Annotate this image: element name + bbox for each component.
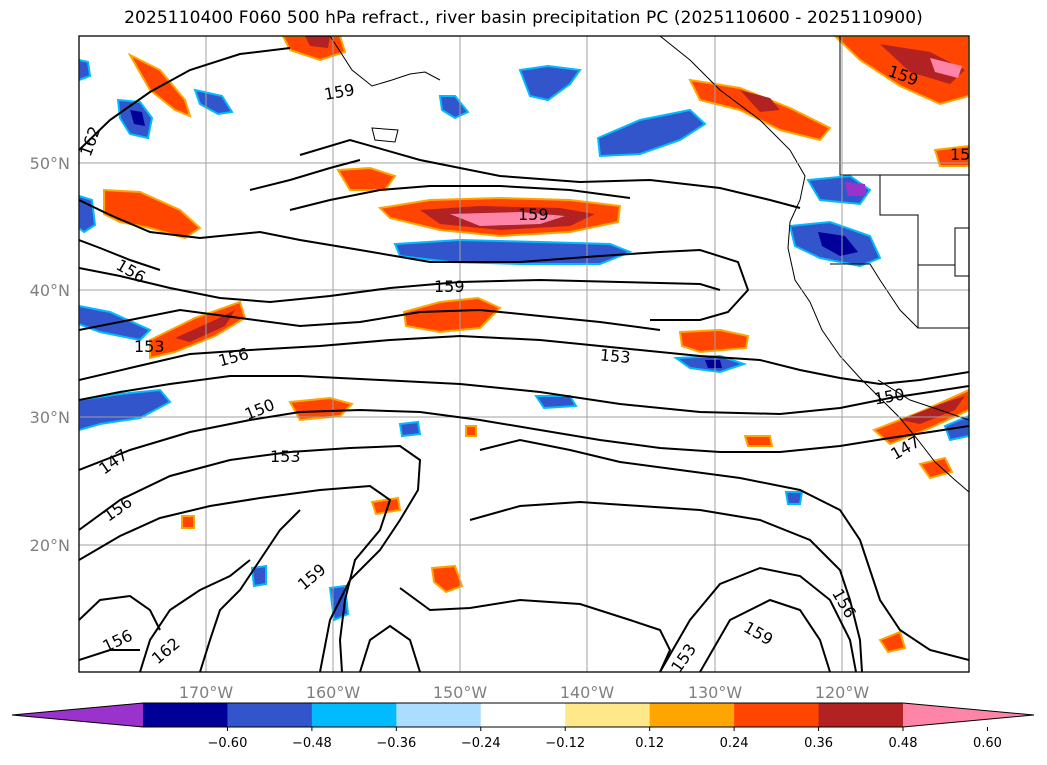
colorbar-tick-label: 0.60 xyxy=(973,736,1002,751)
contour-label: 150 xyxy=(873,385,906,409)
lon-tick-label: 160°W xyxy=(306,683,361,702)
lat-tick-label: 40°N xyxy=(30,281,70,300)
contour-label: 162 xyxy=(148,634,184,668)
precipitation-shading xyxy=(79,36,969,654)
colorbar-segment xyxy=(734,703,820,727)
contour-label: 159 xyxy=(294,560,330,594)
colorbar-extend-high xyxy=(903,703,1034,727)
lat-tick-label: 50°N xyxy=(30,154,70,173)
contour-label: 162 xyxy=(76,124,104,159)
gridlines xyxy=(79,36,969,672)
colorbar-tick-label: 0.36 xyxy=(804,736,833,751)
contour-label: 159 xyxy=(434,277,465,296)
contour-label: 153 xyxy=(599,345,631,367)
map-title: 2025110400 F060 500 hPa refract., river … xyxy=(124,8,923,28)
colorbar-segment xyxy=(649,703,735,727)
contour-label: 153 xyxy=(134,337,165,356)
contour-label: 156 xyxy=(100,626,136,656)
colorbar-tick-label: −0.12 xyxy=(545,736,585,751)
contour-label: 153 xyxy=(667,640,700,676)
colorbar-extend-low xyxy=(12,703,143,727)
contour-labels: 162 156 153 156 150 147 156 153 159 159 … xyxy=(76,61,970,676)
refractivity-contours xyxy=(79,47,969,672)
colorbar-segment xyxy=(480,703,566,727)
colorbar-tick-label: −0.48 xyxy=(292,736,332,751)
contour-label: 147 xyxy=(95,445,131,478)
contour-label: 156 xyxy=(100,492,136,525)
colorbar-segment xyxy=(818,703,904,727)
contour-label: 156 xyxy=(216,344,250,370)
contour-label: 159 xyxy=(740,617,776,649)
colorbar-segment xyxy=(396,703,482,727)
contour-label: 15 xyxy=(950,145,970,164)
colorbar-segment xyxy=(227,703,313,727)
lat-tick-label: 20°N xyxy=(30,536,70,555)
colorbar-tick-label: 0.12 xyxy=(635,736,664,751)
longitude-ticks: 170°W 160°W 150°W 140°W 130°W 120°W xyxy=(179,683,870,702)
latitude-ticks: 50°N 40°N 30°N 20°N xyxy=(30,154,70,555)
contour-label: 159 xyxy=(323,80,356,104)
colorbar-tick-label: −0.24 xyxy=(461,736,501,751)
colorbar-segment xyxy=(565,703,651,727)
colorbar-segment xyxy=(143,703,228,727)
map-frame xyxy=(78,35,970,673)
contour-label: 150 xyxy=(242,395,277,424)
coastlines xyxy=(329,36,969,493)
colorbar-outline xyxy=(11,702,1035,728)
lat-tick-label: 30°N xyxy=(30,408,70,427)
lon-tick-label: 150°W xyxy=(433,683,488,702)
lon-tick-label: 120°W xyxy=(815,683,870,702)
lon-tick-label: 140°W xyxy=(560,683,615,702)
contour-label: 153 xyxy=(270,447,301,466)
contour-label: 156 xyxy=(828,585,860,621)
colorbar-tick-label: 0.24 xyxy=(720,736,749,751)
colorbar-tick-label: −0.60 xyxy=(208,736,248,751)
colorbar-segment xyxy=(311,703,397,727)
colorbar-tick-label: −0.36 xyxy=(376,736,416,751)
map-plot-area xyxy=(79,36,969,672)
contour-label: 159 xyxy=(518,205,549,224)
colorbar-tick-label: 0.48 xyxy=(889,736,918,751)
colorbar: −0.60 −0.48 −0.36 −0.24 −0.12 0.12 0.24 0.36 0.4… xyxy=(11,702,1035,751)
lon-tick-label: 130°W xyxy=(688,683,743,702)
lon-tick-label: 170°W xyxy=(179,683,234,702)
